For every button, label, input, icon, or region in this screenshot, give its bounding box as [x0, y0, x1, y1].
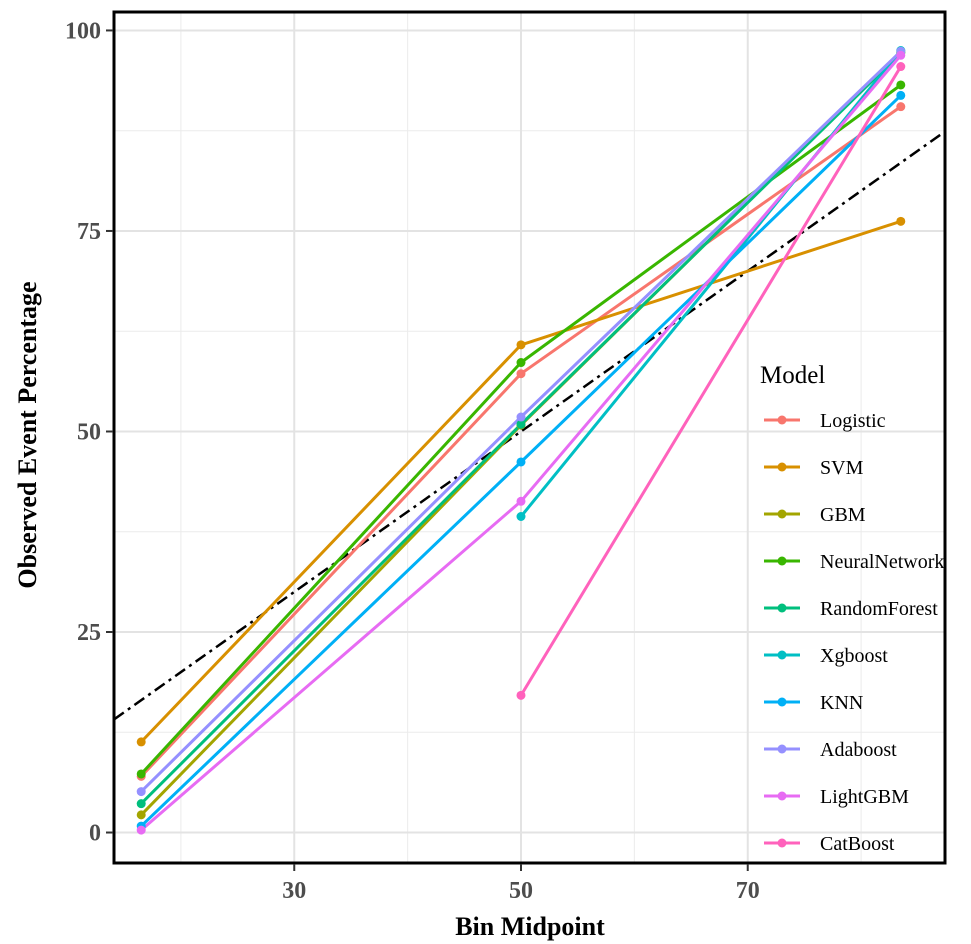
- point-svm: [896, 216, 906, 226]
- legend-label: GBM: [820, 504, 866, 526]
- x-axis-title: Bin Midpoint: [455, 912, 605, 941]
- point-logistic: [896, 102, 906, 112]
- legend-item-lightgbm: LightGBM: [764, 786, 909, 808]
- legend-label: Adaboost: [820, 739, 897, 761]
- legend-key-point: [777, 509, 787, 519]
- point-randomforest: [516, 419, 526, 429]
- legend-label: KNN: [820, 692, 863, 714]
- point-svm: [136, 737, 146, 747]
- y-tick-label: 75: [77, 219, 101, 245]
- y-tick-label: 100: [65, 18, 101, 44]
- y-tick-label: 25: [77, 620, 101, 646]
- legend-key-point: [777, 603, 787, 613]
- reference-line: [113, 130, 946, 721]
- legend-label: SVM: [820, 457, 864, 479]
- point-catboost: [516, 690, 526, 700]
- legend-label: LightGBM: [820, 786, 909, 808]
- legend-key-point: [777, 744, 787, 754]
- legend: Model Logistic SVM GBM NeuralNetwork RandomF…: [760, 362, 944, 855]
- major-gridlines: [114, 12, 945, 863]
- legend-label: CatBoost: [820, 833, 895, 855]
- legend-item-adaboost: Adaboost: [764, 739, 897, 761]
- y-tick-label: 0: [89, 821, 101, 847]
- point-randomforest: [136, 799, 146, 809]
- legend-item-logistic: Logistic: [764, 410, 886, 432]
- legend-item-knn: KNN: [764, 692, 863, 714]
- point-lightgbm: [516, 496, 526, 506]
- x-axis-tick-labels: 30 50 70: [282, 878, 759, 904]
- point-catboost: [896, 62, 906, 72]
- legend-item-xgboost: Xgboost: [764, 645, 888, 667]
- point-xgboost: [516, 512, 526, 522]
- point-adaboost: [516, 412, 526, 422]
- point-knn: [516, 457, 526, 467]
- legend-item-neuralnetwork: NeuralNetwork: [764, 551, 944, 573]
- legend-item-gbm: GBM: [764, 504, 866, 526]
- minor-gridlines: [114, 12, 945, 863]
- legend-item-catboost: CatBoost: [764, 833, 895, 855]
- y-tick-label: 50: [77, 419, 101, 445]
- legend-key-point: [777, 791, 787, 801]
- series-points: [136, 45, 906, 835]
- legend-title: Model: [760, 362, 825, 389]
- legend-label: NeuralNetwork: [820, 551, 944, 573]
- x-tick-label: 70: [736, 878, 760, 904]
- legend-key-point: [777, 838, 787, 848]
- point-neuralnetwork: [896, 80, 906, 90]
- point-adaboost: [136, 787, 146, 797]
- point-logistic: [516, 369, 526, 379]
- legend-key-point: [777, 556, 787, 566]
- legend-item-randomforest: RandomForest: [764, 598, 938, 620]
- point-gbm: [136, 810, 146, 820]
- x-tick-label: 30: [282, 878, 306, 904]
- legend-item-svm: SVM: [764, 457, 864, 479]
- legend-key-point: [777, 650, 787, 660]
- x-tick-label: 50: [509, 878, 533, 904]
- plot-panel-border: [112, 10, 947, 865]
- reference-line-group: [113, 130, 946, 721]
- legend-label: Logistic: [820, 410, 886, 432]
- series-line-catboost: [519, 65, 903, 697]
- legend-label: Xgboost: [820, 645, 888, 667]
- point-lightgbm: [136, 825, 146, 835]
- y-axis-tick-labels: 0 25 50 75 100: [65, 18, 101, 846]
- point-lightgbm: [896, 50, 906, 60]
- point-neuralnetwork: [516, 358, 526, 368]
- legend-key-point: [777, 462, 787, 472]
- legend-key-point: [777, 415, 787, 425]
- axis-ticks: [106, 29, 749, 871]
- legend-key-point: [777, 697, 787, 707]
- point-svm: [516, 340, 526, 350]
- legend-label: RandomForest: [820, 598, 938, 620]
- y-axis-title: Observed Event Percentage: [13, 281, 42, 588]
- point-neuralnetwork: [136, 769, 146, 779]
- point-knn: [896, 90, 906, 100]
